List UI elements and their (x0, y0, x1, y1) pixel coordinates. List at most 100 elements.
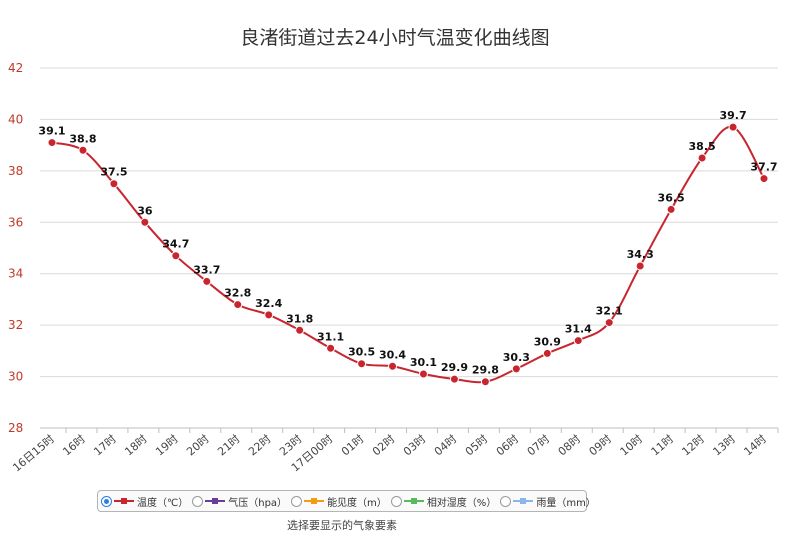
data-point (604, 318, 614, 328)
data-label: 37.5 (100, 166, 127, 179)
x-tick-label: 05时 (463, 432, 491, 458)
x-tick-label: 16时 (60, 432, 88, 458)
y-tick-label: 40 (8, 112, 23, 126)
data-labels: 39.1 38.8 37.5 36 34.7 33.7 32.8 32.4 31.8 31.1 30… (38, 109, 777, 377)
legend-item-visibility[interactable]: 能见度（m） (291, 494, 387, 509)
data-label: 32.1 (596, 305, 623, 318)
data-point (264, 310, 274, 320)
data-label: 37.7 (750, 161, 777, 174)
data-label: 31.8 (286, 312, 313, 325)
temperature-series (51, 125, 765, 384)
x-tick-label: 18时 (122, 432, 150, 458)
x-tick-label: 16日15时 (10, 432, 57, 474)
legend-item-label: 温度（℃） (137, 497, 189, 509)
temperature-series-icon (114, 496, 134, 506)
x-tick-label: 21时 (215, 432, 243, 458)
data-label: 30.3 (503, 351, 530, 364)
data-label: 29.9 (441, 361, 468, 374)
data-point (728, 122, 738, 132)
data-point (697, 153, 707, 163)
data-label: 38.5 (689, 140, 716, 153)
data-label: 39.7 (719, 109, 746, 122)
x-tick-label: 08时 (556, 432, 584, 458)
y-tick-label: 36 (8, 215, 23, 229)
radio-button[interactable] (192, 495, 204, 507)
x-tick-label: 09时 (587, 432, 615, 458)
rainfall-series-icon (513, 496, 534, 506)
data-point (326, 343, 336, 353)
x-tick-label: 02时 (370, 432, 398, 458)
x-tick-label: 19时 (153, 432, 181, 458)
data-label: 30.1 (410, 356, 437, 369)
data-label: 32.4 (255, 297, 282, 310)
data-point (635, 261, 645, 271)
radio-button[interactable] (500, 495, 512, 507)
visibility-series-icon (304, 496, 325, 506)
x-tick-label: 17时 (91, 432, 119, 458)
data-label: 31.4 (565, 323, 592, 336)
legend-item-temperature[interactable]: 温度（℃） (101, 494, 188, 509)
data-point (573, 336, 583, 346)
chart-title: 良渚街道过去24小时气温变化曲线图 (240, 27, 549, 49)
temperature-line (51, 125, 765, 384)
x-tick-label: 04时 (432, 432, 460, 458)
data-label: 38.8 (69, 132, 96, 145)
data-point (666, 204, 676, 214)
data-point (480, 377, 490, 387)
y-tick-label: 28 (8, 421, 23, 435)
y-tick-label: 42 (8, 61, 23, 75)
x-tick-label: 14时 (741, 432, 769, 458)
x-tick-label: 06时 (494, 432, 522, 458)
data-label: 30.4 (379, 348, 406, 361)
legend-item-pressure[interactable]: 气压（hpa） (192, 494, 287, 509)
humidity-series-icon (403, 496, 424, 506)
data-label: 39.1 (38, 125, 65, 138)
legend-item-label: 相对湿度（%） (426, 497, 497, 509)
data-point (109, 179, 119, 189)
data-label: 36.5 (658, 191, 685, 204)
data-points (47, 122, 769, 387)
y-axis: 28 30 32 34 36 38 40 42 (8, 61, 23, 435)
legend-item-rainfall[interactable]: 雨量（mm） (500, 494, 596, 509)
x-tick-label: 20时 (184, 432, 212, 458)
radio-button[interactable] (101, 495, 112, 507)
data-label: 34.3 (627, 248, 654, 261)
data-point (202, 276, 212, 286)
y-tick-label: 38 (8, 164, 23, 178)
data-point (511, 364, 521, 374)
radio-button[interactable] (291, 495, 303, 507)
data-point (449, 374, 459, 384)
x-tick-label: 12时 (680, 432, 708, 458)
legend-item-label: 雨量（mm） (536, 497, 596, 509)
data-label: 34.7 (162, 238, 189, 251)
data-point (140, 217, 150, 227)
x-tick-label: 07时 (525, 432, 553, 458)
legend-caption: 选择要显示的气象要素 (287, 519, 397, 532)
data-label: 36 (137, 204, 153, 217)
data-point (759, 174, 769, 184)
data-label: 30.5 (348, 346, 375, 359)
data-point (357, 359, 367, 369)
pressure-series-icon (205, 496, 226, 506)
y-tick-label: 34 (8, 267, 23, 281)
x-tick-label: 22时 (246, 432, 274, 458)
x-tick-label: 10时 (618, 432, 646, 458)
grid-layer (40, 67, 778, 429)
data-label: 33.7 (193, 263, 220, 276)
data-label: 32.8 (224, 287, 251, 300)
y-tick-label: 30 (8, 370, 23, 384)
legend-item-humidity[interactable]: 相对湿度（%） (390, 494, 497, 509)
series-selector-legend: 温度（℃） 气压（hpa） 能见度（m） 相对湿度（%） 雨量（mm） (97, 490, 596, 512)
data-point (542, 348, 552, 358)
data-point (418, 369, 428, 379)
legend-item-label: 气压（hpa） (228, 497, 288, 509)
data-point (388, 361, 398, 371)
legend-item-label: 能见度（m） (327, 497, 387, 509)
data-point (233, 300, 243, 310)
radio-button[interactable] (390, 495, 402, 507)
x-tick-label: 11时 (649, 432, 677, 458)
data-label: 30.9 (534, 335, 561, 348)
data-point (295, 325, 305, 335)
data-label: 31.1 (317, 330, 344, 343)
